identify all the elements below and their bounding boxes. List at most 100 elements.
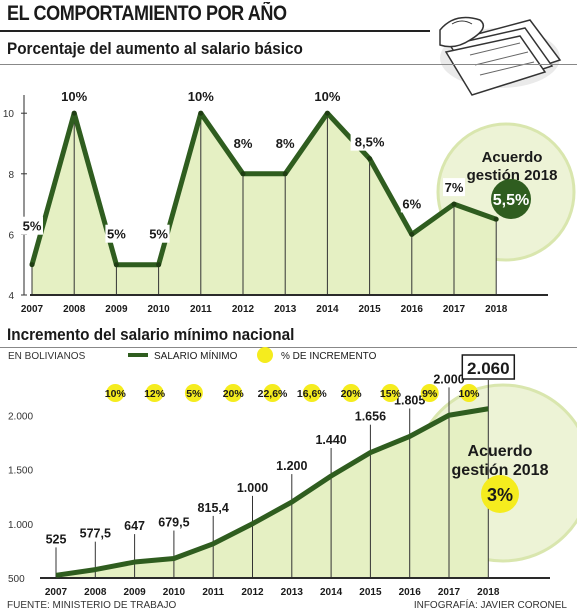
chart2-callout-line1: Acuerdo xyxy=(468,443,533,460)
chart1-label-bg xyxy=(185,87,216,106)
chart2-x-tick-label: 2013 xyxy=(281,587,304,598)
chart2-label-bg xyxy=(73,524,118,542)
chart1-point xyxy=(113,262,119,268)
chart1-y-tick-label: 6 xyxy=(8,230,14,241)
chart2-y-tick-label: 1.500 xyxy=(8,466,33,477)
chart1-point xyxy=(29,262,35,268)
footer-source: FUENTE: MINISTERIO DE TRABAJO xyxy=(7,600,177,611)
chart2-label-bg xyxy=(151,513,196,531)
chart2-unit-label: EN BOLIVIANOS xyxy=(8,351,86,362)
chart1-callout-line2: gestión 2018 xyxy=(467,167,558,184)
chart2-callout-badge xyxy=(481,475,519,513)
chart2-label-bg xyxy=(191,498,236,516)
chart1-point xyxy=(198,110,204,116)
chart1-callout-badge xyxy=(491,179,531,219)
chart2-value-label: 2.060 xyxy=(467,359,510,378)
chart1-point xyxy=(156,262,162,268)
money-bills-in-hand-icon xyxy=(439,16,562,96)
chart2-value-label: 647 xyxy=(124,519,145,533)
chart2-value-label: 577,5 xyxy=(80,527,111,541)
chart2-x-tick-label: 2010 xyxy=(163,587,186,598)
chart1-value-label: 7% xyxy=(445,180,464,195)
chart1-x-tick-label: 2010 xyxy=(147,304,170,315)
chart2-increment-dot xyxy=(381,384,400,402)
chart1-x-tick-label: 2009 xyxy=(105,304,128,315)
chart1-label-bg xyxy=(312,87,343,106)
chart2-value-label: 1.440 xyxy=(315,433,346,447)
chart1-point xyxy=(451,201,457,207)
chart2-increment-dot xyxy=(184,384,203,402)
chart2-x-tick-label: 2018 xyxy=(477,587,500,598)
chart2-value-label: 525 xyxy=(46,532,67,546)
chart2-x-tick-label: 2011 xyxy=(202,587,224,598)
chart2-highlight-box xyxy=(461,354,516,380)
chart2-increment-label: 10% xyxy=(105,388,127,400)
chart1-x-tick-label: 2007 xyxy=(21,304,44,315)
chart2-y-tick-label: 500 xyxy=(8,574,25,585)
chart1-x-tick-label: 2017 xyxy=(443,304,466,315)
chart2-increment-label: 15% xyxy=(380,388,402,400)
chart1-label-bg xyxy=(59,87,90,106)
chart2-value-label: 1.000 xyxy=(237,481,268,495)
chart2-increment-dot xyxy=(460,384,478,402)
chart1-x-tick-label: 2015 xyxy=(358,304,381,315)
chart2-label-bg xyxy=(269,457,314,475)
chart1-value-label: 10% xyxy=(188,89,214,104)
chart2-x-tick-label: 2016 xyxy=(399,587,422,598)
chart2-title: Incremento del salario mínimo nacional xyxy=(7,325,295,344)
chart2-legend-dot xyxy=(257,347,273,363)
chart1-value-label: 8% xyxy=(234,136,253,151)
chart1-point xyxy=(409,231,415,237)
chart1-label-bg xyxy=(105,224,128,243)
chart1-y-tick-label: 4 xyxy=(8,291,14,302)
chart2-increment-dot xyxy=(224,384,243,402)
chart1-value-label: 8,5% xyxy=(355,135,385,150)
chart1-label-bg xyxy=(147,224,170,243)
chart2-increment-dot xyxy=(106,384,125,402)
chart1-rule xyxy=(0,64,577,65)
page-title: EL COMPORTAMIENTO POR AÑO xyxy=(7,2,287,25)
chart1-point xyxy=(240,171,246,177)
chart2-value-label: 1.200 xyxy=(276,459,307,473)
chart2-y-tick-label: 1.000 xyxy=(8,520,33,531)
chart2-legend-dot-label: % DE INCREMENTO xyxy=(281,351,377,362)
chart1-point xyxy=(324,110,330,116)
chart1-x-tick-label: 2011 xyxy=(190,304,212,315)
chart1-value-label: 5% xyxy=(107,227,126,242)
chart2-increment-label: 16,6% xyxy=(297,388,327,400)
chart2-x-tick-label: 2007 xyxy=(45,587,68,598)
footer-credit: INFOGRAFÍA: JAVIER CORONEL xyxy=(413,600,567,611)
chart2-line xyxy=(55,406,489,578)
chart1-x-tick-label: 2016 xyxy=(401,304,424,315)
chart2-value-label: 1.805 xyxy=(394,393,425,407)
chart1-callout-value: 5,5% xyxy=(493,192,529,209)
chart1-point xyxy=(71,110,77,116)
chart1-area xyxy=(32,113,497,295)
chart1-value-label: 6% xyxy=(402,196,421,211)
chart1-value-label: 5% xyxy=(149,227,168,242)
chart1-label-bg xyxy=(232,133,254,152)
chart1-x-tick-label: 2012 xyxy=(232,304,255,315)
chart2-increment-label: 5% xyxy=(186,388,202,400)
chart2-callout-line2: gestión 2018 xyxy=(452,462,549,479)
chart1-x-tick-label: 2013 xyxy=(274,304,297,315)
chart2-increment-label: 10% xyxy=(458,388,480,400)
chart2-label-bg xyxy=(427,370,471,388)
chart2-x-tick-label: 2009 xyxy=(123,587,146,598)
chart2-y-tick-label: 2.000 xyxy=(8,411,33,422)
chart2-increment-label: 22,6% xyxy=(258,388,288,400)
chart2-value-label: 679,5 xyxy=(158,516,189,530)
chart1-point xyxy=(367,156,373,162)
chart1-title: Porcentaje del aumento al salario básico xyxy=(7,39,303,58)
chart2-x-tick-label: 2015 xyxy=(359,587,382,598)
chart2-increment-label: 12% xyxy=(144,388,166,400)
chart1-x-tick-label: 2018 xyxy=(485,304,508,315)
chart1-label-bg xyxy=(350,132,389,151)
chart2-x-tick-label: 2012 xyxy=(241,587,264,598)
chart2-value-label: 815,4 xyxy=(198,501,229,515)
chart2-value-label: 2.000 xyxy=(433,372,464,386)
chart2-increment-label: 20% xyxy=(341,388,363,400)
